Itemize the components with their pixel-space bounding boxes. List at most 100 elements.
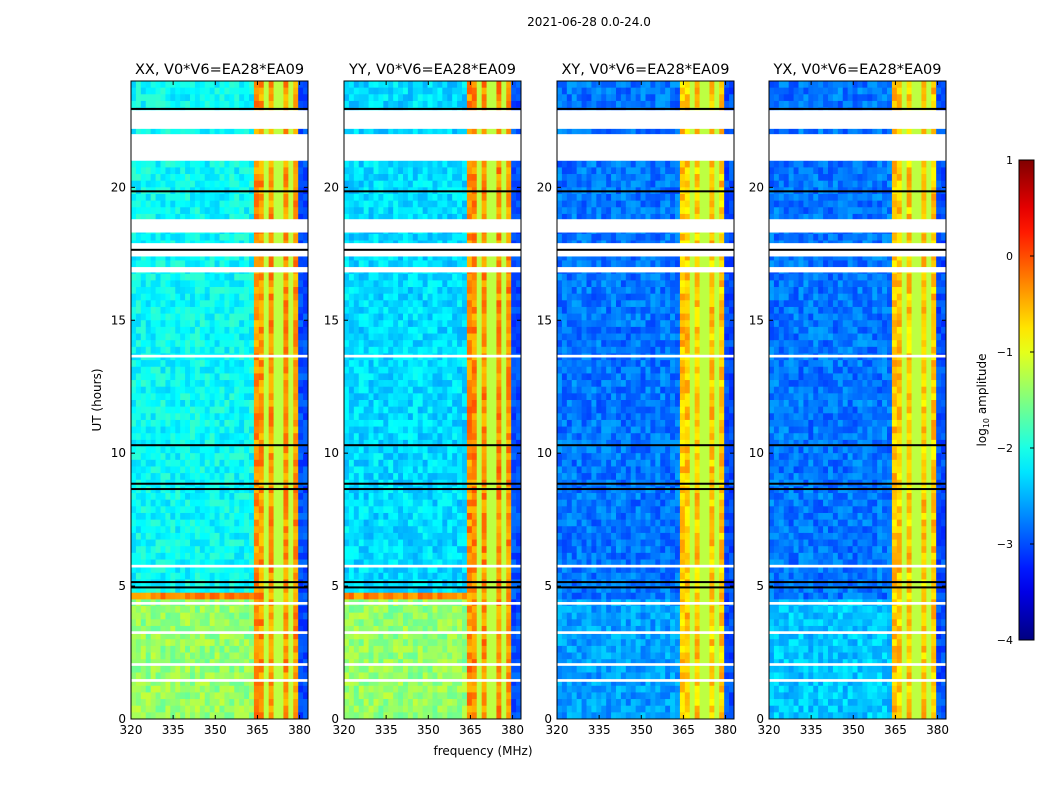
heatmap-cell [214,685,220,693]
heatmap-cell [432,287,438,295]
heatmap-cell [283,665,289,673]
heatmap-cell [244,393,250,401]
heatmap-cell [412,326,419,334]
heatmap-cell [194,493,201,501]
heatmap-cell [253,572,260,580]
heatmap-cell [209,200,215,208]
heatmap-cell [234,685,240,693]
heatmap-cell [263,672,270,680]
heatmap-cell [170,539,176,547]
heatmap-cell [185,672,191,680]
heatmap-cell [229,685,235,693]
heatmap-cell [239,705,245,713]
heatmap-cell [140,699,147,707]
heatmap-cell [190,380,196,388]
heatmap-cell [303,473,309,481]
heatmap-cell [165,526,171,534]
heatmap-cell [140,360,147,368]
heatmap-cell [273,200,279,208]
heatmap-cell [263,433,270,441]
heatmap-cell [476,293,483,301]
heatmap-cell [224,625,230,634]
heatmap-cell [155,679,161,687]
heatmap-cell [131,512,137,521]
heatmap-cell [204,419,211,427]
heatmap-cell [298,273,304,281]
heatmap-cell [506,100,512,108]
heatmap-cell [422,207,428,215]
heatmap-cell [452,280,458,288]
heatmap-cell [348,167,355,175]
heatmap-cell [199,346,206,354]
heatmap-cell [135,672,142,680]
heatmap-cell [135,705,142,713]
heatmap-cell [268,360,274,368]
heatmap-cell [131,253,137,261]
heatmap-cell [388,287,394,295]
heatmap-cell [165,180,171,188]
heatmap-cell [155,552,161,560]
heatmap-cell [427,306,433,315]
heatmap-cell [209,287,215,295]
heatmap-cell [268,393,274,401]
heatmap-cell [145,433,152,441]
heatmap-cell [160,645,166,653]
heatmap-cell [268,340,274,348]
heatmap-cell [249,160,255,168]
heatmap-cell [229,526,235,534]
heatmap-cell [288,659,294,667]
heatmap-cell [170,679,176,687]
heatmap-cell [249,499,255,507]
heatmap-cell [140,100,147,108]
heatmap-cell [214,473,220,481]
heatmap-cell [150,512,156,521]
heatmap-cell [199,100,206,108]
heatmap-cell [155,433,161,441]
heatmap-cell [303,160,309,168]
heatmap-cell [140,167,147,175]
heatmap-cell [373,346,379,354]
heatmap-cell [378,260,384,268]
heatmap-cell [224,566,230,574]
heatmap-cell [145,287,152,295]
heatmap-cell [383,180,389,188]
heatmap-cell [452,320,458,328]
heatmap-cell [298,366,304,374]
heatmap-cell [160,606,166,614]
heatmap-cell [199,280,206,288]
heatmap-cell [258,94,265,102]
heatmap-cell [209,81,215,89]
heatmap-cell [150,207,156,215]
heatmap-cell [199,679,206,687]
heatmap-cell [303,81,309,89]
heatmap-cell [268,453,274,461]
heatmap-cell [491,313,497,321]
heatmap-cell [234,406,240,414]
heatmap-cell [194,639,201,647]
heatmap-cell [288,625,294,634]
heatmap-cell [288,180,294,188]
heatmap-cell [383,213,389,221]
heatmap-cell [160,572,166,580]
heatmap-cell [398,273,404,281]
heatmap-cell [273,645,279,653]
heatmap-cell [278,87,284,95]
heatmap-cell [303,174,309,182]
heatmap-cell [303,94,309,102]
heatmap-cell [160,419,166,427]
heatmap-cell [288,559,294,567]
heatmap-cell [165,519,171,527]
heatmap-cell [150,380,156,388]
heatmap-cell [466,207,473,215]
heatmap-cell [185,473,191,481]
heatmap-cell [249,366,255,374]
heatmap-cell [140,446,147,454]
heatmap-cell [219,160,225,168]
heatmap-cell [278,592,284,600]
heatmap-cell [150,426,156,434]
heatmap-cell [403,333,409,341]
heatmap-cell [481,174,487,182]
heatmap-cell [516,293,522,301]
heatmap-cell [437,340,443,348]
heatmap-cell [293,586,299,594]
